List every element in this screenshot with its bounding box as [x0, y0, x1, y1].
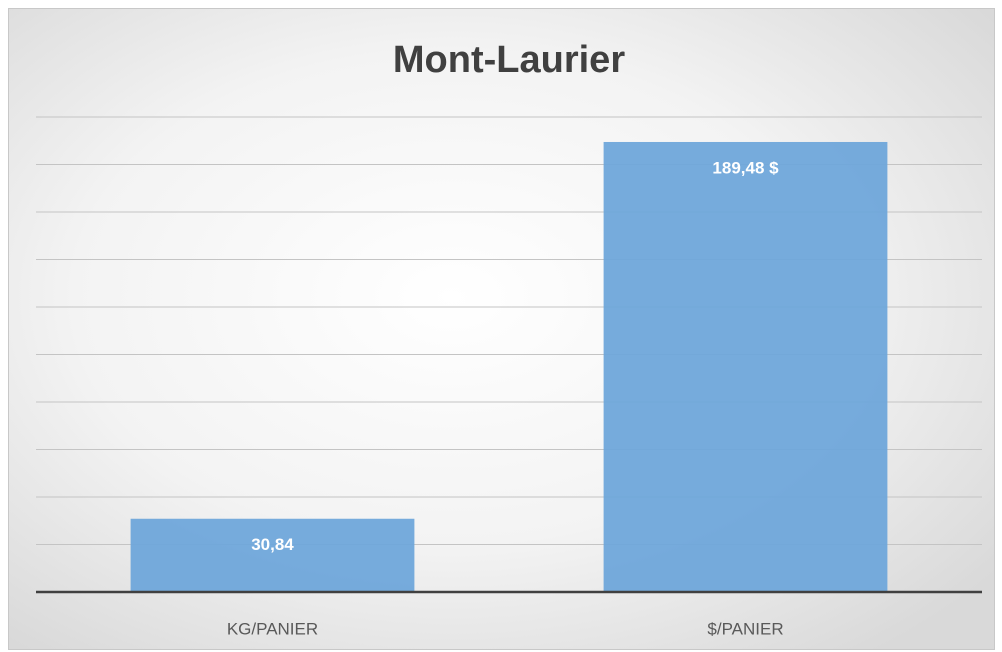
bar	[130, 518, 415, 592]
value-label: 30,84	[251, 535, 294, 554]
x-tick-label: KG/PANIER	[227, 619, 318, 638]
chart-title: Mont-Laurier	[393, 39, 625, 81]
bar	[603, 141, 888, 593]
value-label: 189,48 $	[712, 158, 779, 177]
x-tick-label: $/PANIER	[707, 619, 783, 638]
